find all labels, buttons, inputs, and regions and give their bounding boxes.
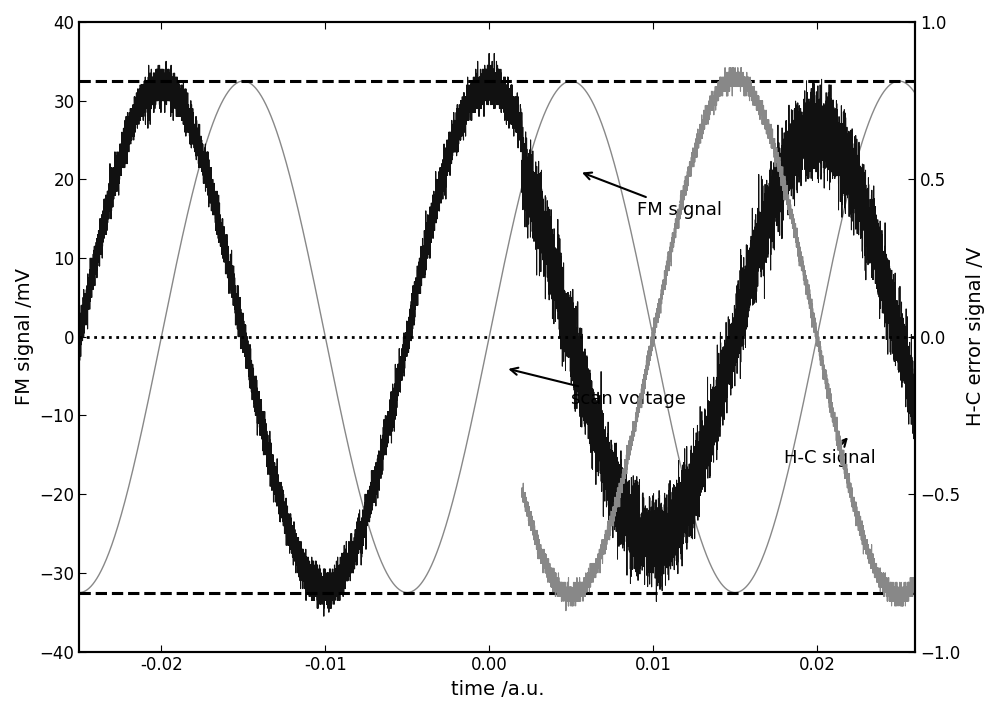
Text: H-C signal: H-C signal [784, 439, 876, 467]
Text: FM signal: FM signal [584, 173, 722, 218]
Y-axis label: H-C error signal /V: H-C error signal /V [966, 247, 985, 426]
Y-axis label: FM signal /mV: FM signal /mV [15, 268, 34, 406]
X-axis label: time /a.u.: time /a.u. [451, 680, 544, 699]
Text: scan voltage: scan voltage [511, 368, 686, 408]
